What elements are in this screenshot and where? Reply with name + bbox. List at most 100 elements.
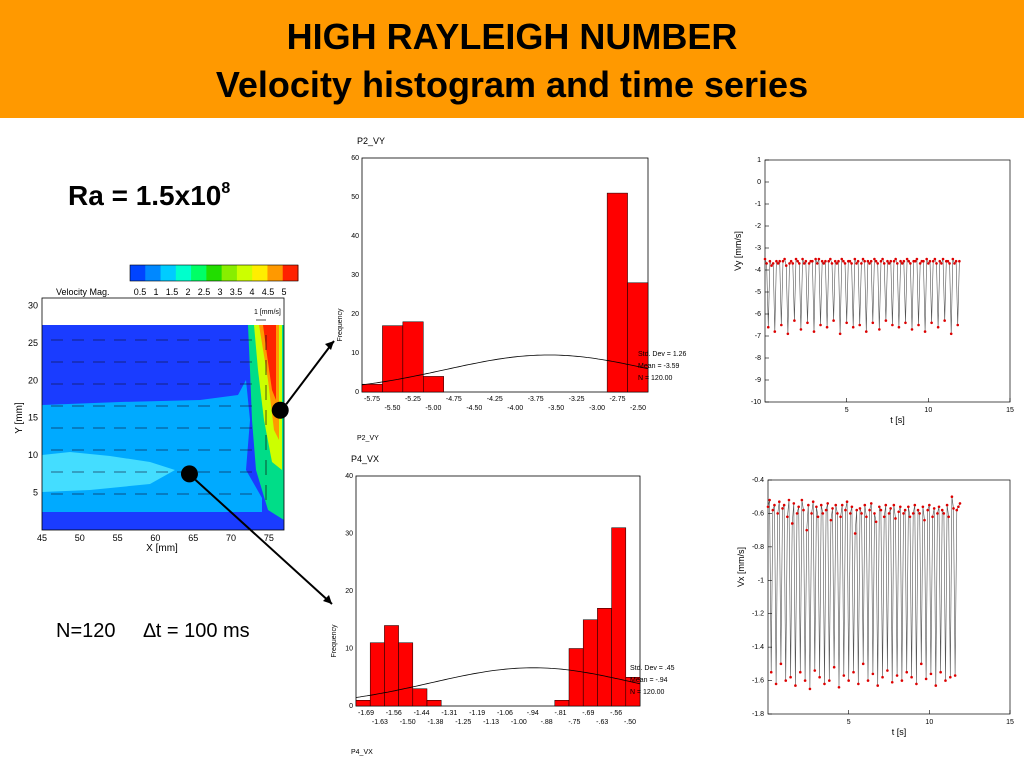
histogram-bar [361,383,383,393]
histogram-x-tick-label: -1.69 [358,710,374,717]
histogram-bar [382,325,404,393]
colorbar-swatch [267,265,284,281]
timeseries-x-tick-label: 15 [1006,407,1014,414]
histogram-mean: Mean = -3.59 [638,363,680,370]
timeseries-point [784,264,788,267]
histogram-mean: Mean = -.94 [630,677,668,684]
timeseries-point [802,508,805,512]
timeseries-point [794,257,798,261]
timeseries-point [820,259,824,263]
timeseries-point [815,505,818,509]
timeseries-point [887,262,891,265]
timeseries-point [773,503,776,507]
timeseries-point [774,682,778,686]
histogram-x-tick-label: -1.44 [414,710,430,717]
timeseries-y-tick-label: -8 [755,355,761,362]
histogram-y-tick-label: 0 [355,389,359,396]
timeseries-point [845,321,848,325]
histogram-bar [568,648,584,707]
timeseries-point [832,665,836,669]
timeseries-point [788,262,791,265]
timeseries-x-tick-label: 15 [1006,719,1014,726]
histogram-footer: P4_VX [351,749,373,756]
timeseries-x-axis-label: t [s] [892,727,907,737]
timeseries-point [777,500,781,504]
timeseries-x-tick-label: 10 [924,407,932,414]
timeseries-point [814,257,817,261]
timeseries-point [819,323,822,327]
timeseries-point [876,262,879,265]
timeseries-point [823,682,826,686]
histogram-footer: P2_VY [357,435,379,442]
timeseries-point [793,319,796,322]
timeseries-point [874,520,878,524]
timeseries-point [879,508,883,512]
timeseries-point [918,262,922,265]
timeseries-point [878,328,881,331]
histogram-bar [369,642,385,707]
histogram-x-tick-label: -4.75 [446,396,462,403]
reference-vector-label: 1 [mm/s] [254,309,281,316]
timeseries-point [827,259,830,263]
histogram-x-tick-label: -5.25 [405,396,421,403]
timeseries-point [894,517,897,520]
timeseries-y-tick-label: -3 [755,245,761,252]
contour-x-tick-label: 60 [150,533,160,543]
timeseries-point [939,670,942,674]
timeseries-point [860,512,863,515]
histogram-bar [597,608,612,707]
histogram-x-tick-label: -1.13 [483,719,499,726]
probe-point-p2 [271,401,289,419]
histogram-x-tick-label: -4.00 [507,405,523,412]
timeseries-point [771,508,775,512]
timeseries-y-tick-label: -1 [755,201,761,208]
histogram-y-tick-label: 40 [345,473,353,480]
timeseries-point [936,325,940,329]
timeseries-point [816,515,820,519]
timeseries-point [931,515,934,519]
rayleigh-number: Ra = 1.5x108 [68,180,230,212]
sample-count: N=120 [56,620,116,642]
histogram-x-tick-label: -1.06 [497,710,513,717]
timeseries-point [948,262,951,265]
timeseries-point [943,319,946,322]
timeseries-y-tick-label: -1.2 [752,611,764,618]
timeseries-point [946,259,950,263]
histogram-y-tick-label: 20 [345,588,353,595]
histogram-x-tick-label: -.69 [582,710,594,717]
timeseries-point [938,259,942,263]
contour-y-tick-label: 25 [28,338,38,348]
timeseries-x-tick-label: 10 [925,719,933,726]
timeseries-point [927,262,930,265]
timeseries-point [897,510,900,514]
timeseries-point [783,257,786,261]
timeseries-point [813,669,817,672]
timeseries-point [950,495,954,499]
timeseries-point [789,259,793,263]
timeseries-point [825,325,829,329]
timeseries-point [882,262,886,265]
timeseries-point [837,685,841,689]
timeseries-x-axis-label: t [s] [890,415,905,425]
histogram-x-tick-label: -3.25 [569,396,585,403]
timeseries-point [871,672,875,676]
timeseries-point [874,259,878,263]
colorbar-swatch [236,265,253,281]
timeseries-point [902,259,906,263]
timeseries-point [940,262,943,265]
timeseries-y-tick-label: -7 [755,333,761,340]
timeseries-point [811,259,814,263]
timeseries-point [842,674,846,677]
timeseries-point [918,512,921,515]
histogram-title: P2_VY [357,136,385,146]
colorbar-swatch [130,265,146,281]
timeseries-point [889,507,892,510]
timeseries-point [922,259,925,263]
timeseries-point [899,259,902,263]
timeseries-point [797,505,800,509]
timeseries-line [764,258,960,334]
contour-y-tick-label: 15 [28,413,38,423]
timeseries-point [829,518,833,522]
timeseries-point [807,503,810,507]
histogram-y-tick-label: 10 [345,646,353,653]
